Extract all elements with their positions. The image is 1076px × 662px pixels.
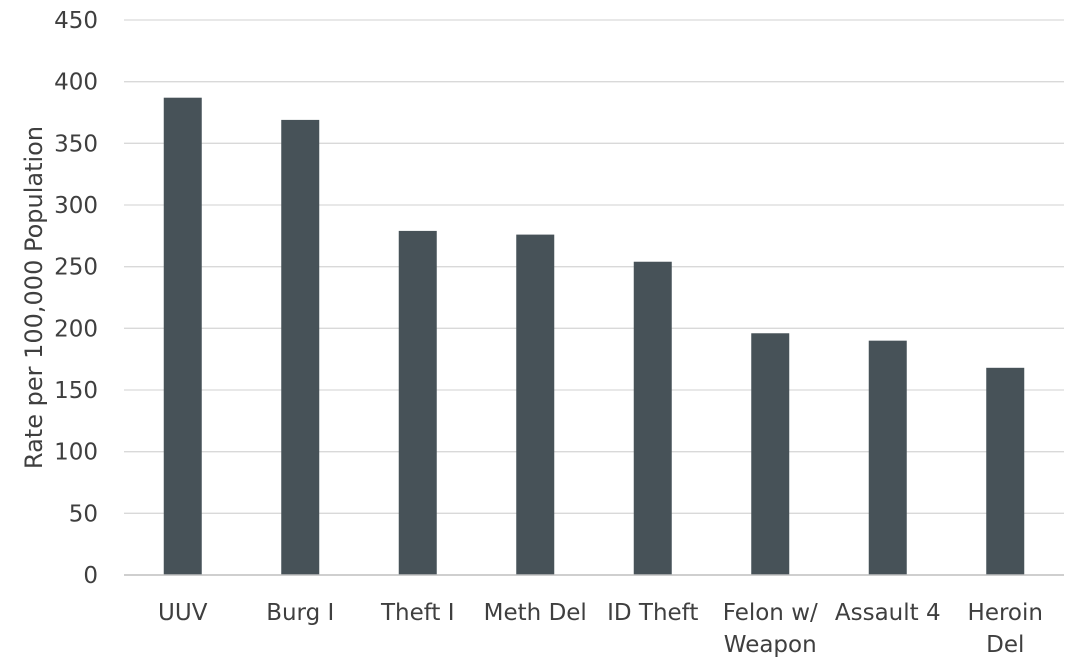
bar <box>398 230 437 575</box>
y-tick-label: 250 <box>54 255 98 281</box>
x-category-label: Assault 4 <box>835 600 941 626</box>
x-axis-categories: UUV Burg I Theft I Meth Del ID Theft Felon w/… <box>158 600 1043 658</box>
x-category-label: Burg I <box>266 600 334 626</box>
bar <box>163 97 202 575</box>
y-tick-label: 400 <box>54 70 98 96</box>
bar <box>751 333 790 575</box>
y-axis-ticks: 0 50 100 150 200 250 300 350 400 450 <box>54 8 98 589</box>
bar <box>986 367 1025 575</box>
y-tick-label: 300 <box>54 193 98 219</box>
y-tick-label: 50 <box>69 501 98 527</box>
x-category-label: Felon w/Weapon <box>723 600 818 658</box>
x-category-label: UUV <box>158 600 208 626</box>
bar <box>281 119 320 576</box>
y-tick-label: 200 <box>54 316 98 342</box>
y-tick-label: 0 <box>83 563 98 589</box>
x-category-label: Theft I <box>380 600 455 626</box>
bar <box>633 261 672 575</box>
y-axis-label: Rate per 100,000 Population <box>20 126 48 469</box>
gridlines <box>124 19 1064 514</box>
y-tick-label: 450 <box>54 8 98 34</box>
y-tick-label: 100 <box>54 440 98 466</box>
x-category-label: Meth Del <box>484 600 587 626</box>
bar <box>868 340 907 575</box>
x-category-label: ID Theft <box>607 600 698 626</box>
x-category-label: Heroin Del <box>968 600 1043 658</box>
y-tick-label: 150 <box>54 378 98 404</box>
bars <box>163 97 1025 576</box>
bar <box>516 234 555 575</box>
y-tick-label: 350 <box>54 131 98 157</box>
